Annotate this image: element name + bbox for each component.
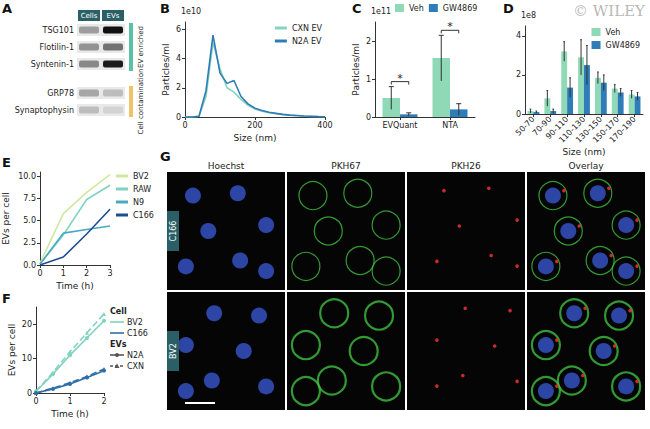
svg-text:0: 0 [33, 397, 38, 406]
svg-text:GW4869: GW4869 [443, 4, 477, 13]
svg-text:0: 0 [516, 110, 521, 119]
svg-text:2.5: 2.5 [23, 238, 36, 247]
svg-text:0: 0 [27, 389, 32, 398]
svg-text:2: 2 [366, 37, 371, 46]
svg-text:0: 0 [37, 269, 42, 278]
svg-text:110-130: 110-130 [557, 114, 588, 145]
svg-text:GRP78: GRP78 [47, 89, 74, 98]
svg-text:*: * [447, 20, 453, 33]
svg-text:1: 1 [61, 269, 66, 278]
svg-text:TSG101: TSG101 [42, 26, 74, 35]
svg-text:4: 4 [516, 31, 521, 40]
svg-text:Flotilin-1: Flotilin-1 [39, 43, 74, 52]
svg-text:1: 1 [67, 397, 72, 406]
svg-text:CXN EV: CXN EV [292, 24, 323, 33]
svg-text:Hoechst: Hoechst [208, 161, 245, 171]
svg-text:EVs: EVs [110, 340, 127, 349]
svg-text:BV2: BV2 [169, 343, 178, 359]
svg-text:0.0: 0.0 [23, 261, 36, 270]
svg-text:C166: C166 [169, 221, 178, 242]
svg-text:B: B [160, 1, 170, 16]
svg-text:F: F [2, 291, 11, 306]
svg-text:Overlay: Overlay [569, 161, 605, 171]
svg-text:50-70: 50-70 [513, 114, 537, 138]
svg-text:C166: C166 [133, 211, 154, 220]
svg-text:Cell: Cell [110, 307, 127, 316]
svg-text:Size (nm): Size (nm) [563, 147, 606, 157]
svg-text:1: 1 [366, 75, 371, 84]
svg-text:1e11: 1e11 [371, 7, 391, 16]
svg-text:150-170: 150-170 [590, 114, 621, 145]
svg-text:D: D [503, 1, 514, 16]
svg-text:N2A: N2A [127, 351, 144, 360]
svg-text:Time (h): Time (h) [55, 281, 94, 291]
svg-text:0: 0 [182, 121, 187, 130]
svg-text:CXN: CXN [127, 362, 144, 371]
svg-text:10: 10 [22, 354, 32, 363]
svg-text:Synaptophysin: Synaptophysin [15, 106, 74, 115]
svg-text:130-150: 130-150 [574, 114, 604, 145]
svg-text:N9: N9 [133, 198, 144, 207]
svg-text:BV2: BV2 [127, 318, 143, 327]
svg-text:Particles/ml: Particles/ml [161, 43, 171, 95]
svg-text:E: E [2, 155, 11, 170]
svg-text:5.0: 5.0 [23, 216, 36, 225]
svg-text:EVs per cell: EVs per cell [7, 324, 17, 377]
svg-text:10.0: 10.0 [18, 172, 36, 181]
svg-text:EVQuant: EVQuant [382, 121, 417, 130]
svg-text:© WILEY: © WILEY [573, 2, 646, 20]
svg-text:6: 6 [176, 25, 181, 34]
svg-text:N2A EV: N2A EV [292, 37, 322, 46]
svg-text:EVs per cell: EVs per cell [1, 192, 11, 245]
svg-text:Veh: Veh [409, 4, 424, 13]
svg-text:GW4869: GW4869 [606, 41, 640, 50]
svg-text:*: * [397, 72, 403, 85]
svg-text:3: 3 [107, 269, 112, 278]
svg-text:G: G [160, 149, 171, 164]
svg-text:NTA: NTA [442, 121, 458, 130]
svg-text:EV enriched: EV enriched [137, 26, 145, 68]
svg-text:Size (nm): Size (nm) [234, 133, 277, 143]
svg-text:PKH67: PKH67 [331, 161, 361, 171]
svg-text:7.5: 7.5 [23, 194, 36, 203]
svg-text:20: 20 [22, 320, 32, 329]
svg-text:1e8: 1e8 [521, 11, 536, 20]
svg-text:EVs: EVs [107, 12, 120, 20]
svg-text:RAW: RAW [133, 185, 151, 194]
svg-text:1e10: 1e10 [181, 7, 201, 16]
svg-text:Cells: Cells [81, 12, 98, 20]
svg-text:Time (h): Time (h) [50, 409, 89, 419]
svg-text:2: 2 [176, 83, 181, 92]
svg-text:C166: C166 [127, 329, 148, 338]
svg-text:PKH26: PKH26 [451, 161, 481, 171]
svg-text:Syntenin-1: Syntenin-1 [31, 60, 74, 69]
svg-text:90-110: 90-110 [544, 114, 571, 142]
svg-text:200: 200 [247, 121, 262, 130]
svg-text:0: 0 [366, 113, 371, 122]
svg-text:400: 400 [317, 121, 332, 130]
svg-text:2: 2 [516, 70, 521, 79]
svg-text:Veh: Veh [606, 28, 621, 37]
svg-text:70-90: 70-90 [530, 114, 554, 138]
svg-text:0: 0 [176, 113, 181, 122]
svg-text:Cell contamination: Cell contamination [137, 69, 145, 135]
svg-text:Particles/ml: Particles/ml [351, 43, 361, 95]
svg-text:170-190: 170-190 [608, 115, 638, 145]
svg-text:C: C [352, 1, 362, 16]
svg-text:2: 2 [84, 269, 89, 278]
svg-text:BV2: BV2 [133, 172, 149, 181]
svg-text:A: A [2, 1, 12, 16]
svg-text:4: 4 [176, 54, 181, 63]
svg-text:2: 2 [101, 397, 106, 406]
